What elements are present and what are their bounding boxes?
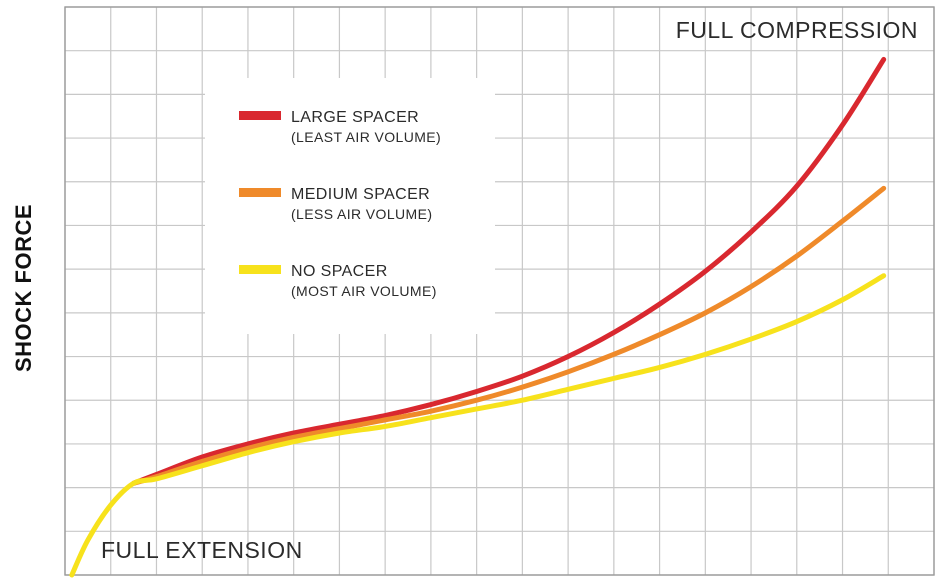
legend-entry-large-spacer: LARGE SPACER (LEAST AIR VOLUME) — [239, 109, 441, 145]
legend-swatch — [239, 265, 281, 274]
legend-entry-no-spacer: NO SPACER (MOST AIR VOLUME) — [239, 263, 437, 299]
legend-swatch — [239, 188, 281, 197]
text-labels: SHOCK FORCE FULL EXTENSION FULL COMPRESS… — [11, 17, 918, 563]
series-line-medium-spacer — [131, 185, 887, 486]
legend-note: (LEAST AIR VOLUME) — [291, 129, 441, 145]
legend-entry-medium-spacer: MEDIUM SPACER (LESS AIR VOLUME) — [239, 186, 432, 222]
grid — [64, 6, 935, 576]
legend-note: (LESS AIR VOLUME) — [291, 206, 432, 222]
series-lines — [69, 56, 887, 578]
legend-label: LARGE SPACER — [291, 109, 419, 126]
series-line-no-spacer — [69, 273, 887, 578]
legend-box — [205, 78, 495, 334]
plot-frame — [64, 6, 935, 576]
full-compression-annotation: FULL COMPRESSION — [676, 17, 918, 43]
legend: LARGE SPACER (LEAST AIR VOLUME) MEDIUM SPA… — [205, 78, 495, 334]
legend-swatch — [239, 111, 281, 120]
series-line-large-spacer — [131, 56, 887, 486]
legend-label: NO SPACER — [291, 263, 388, 280]
full-extension-annotation: FULL EXTENSION — [101, 537, 303, 563]
legend-label: MEDIUM SPACER — [291, 186, 430, 203]
legend-note: (MOST AIR VOLUME) — [291, 283, 437, 299]
y-axis-label: SHOCK FORCE — [11, 204, 36, 372]
